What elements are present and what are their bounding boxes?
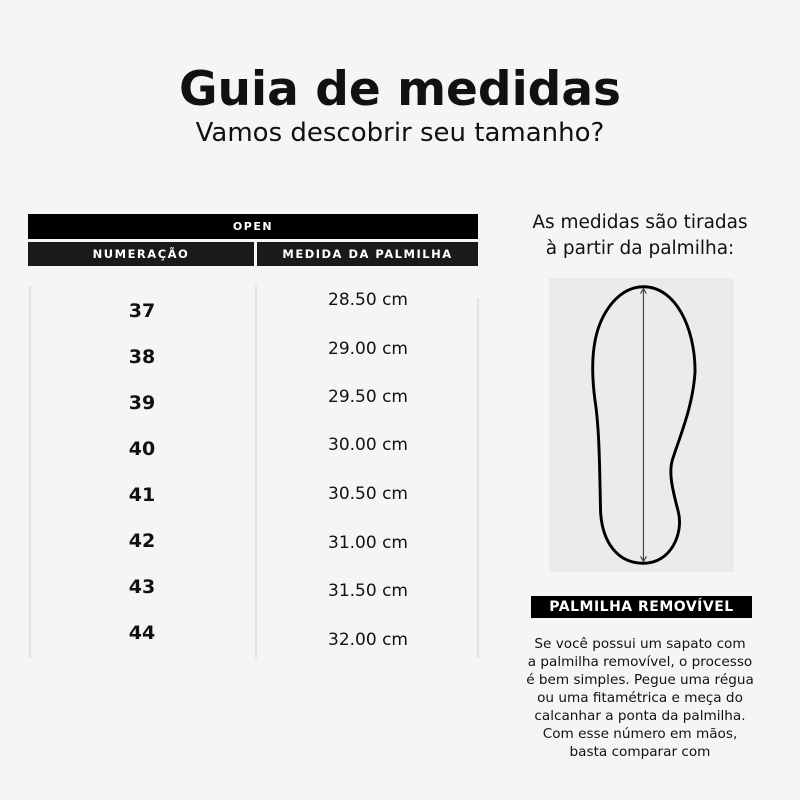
size-cell: 44 (128, 622, 156, 644)
size-cell: 41 (128, 484, 156, 506)
divider (477, 298, 479, 658)
measure-cell: 28.50 cm (328, 290, 408, 310)
measure-cell: 30.00 cm (328, 435, 408, 455)
removable-insole-label: PALMILHA REMOVÍVEL (531, 596, 752, 618)
measure-cell: 32.00 cm (328, 630, 408, 650)
measure-cell: 29.50 cm (328, 387, 408, 407)
insole-outline-icon (591, 285, 697, 565)
size-cell: 38 (128, 346, 156, 368)
column-header-size: NUMERAÇÃO (28, 242, 254, 266)
page-title: Guia de medidas (178, 62, 622, 117)
measure-cell: 30.50 cm (328, 484, 408, 504)
insole-image (549, 278, 734, 572)
size-cell: 43 (128, 576, 156, 598)
measure-cell: 31.50 cm (328, 581, 408, 601)
size-cell: 37 (128, 300, 156, 322)
column-header-measure: MEDIDA DA PALMILHA (257, 242, 478, 266)
page-subtitle: Vamos descobrir seu tamanho? (195, 118, 605, 148)
measure-cell: 29.00 cm (328, 339, 408, 359)
size-cell: 40 (128, 438, 156, 460)
divider (29, 286, 31, 658)
size-cell: 42 (128, 530, 156, 552)
measure-cell: 31.00 cm (328, 533, 408, 553)
divider (255, 286, 257, 658)
intro-text: As medidas são tiradas à partir da palmi… (532, 212, 748, 259)
table-group-header: OPEN (28, 214, 478, 239)
size-cell: 39 (128, 392, 156, 414)
instructions-text: Se você possui um sapato com a palmilha … (526, 636, 754, 760)
